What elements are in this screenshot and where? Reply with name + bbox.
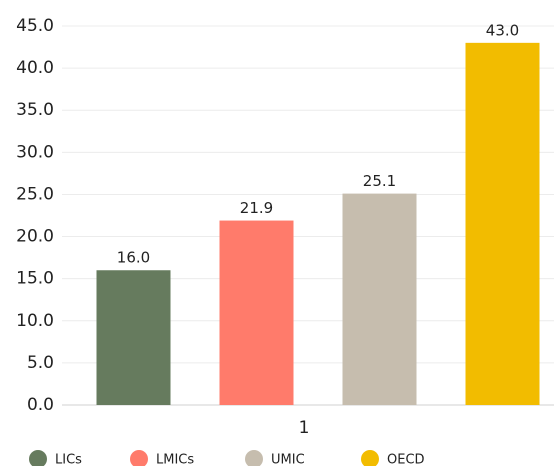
- y-tick-label: 20.0: [16, 227, 54, 247]
- legend-marker: [130, 450, 148, 466]
- y-tick-label: 40.0: [16, 58, 54, 78]
- bar: [219, 220, 294, 405]
- bar: [342, 193, 417, 405]
- y-tick-label: 5.0: [27, 353, 54, 373]
- value-label: 25.1: [363, 172, 396, 190]
- y-tick-label: 45.0: [16, 16, 54, 36]
- y-tick-label: 0.0: [27, 395, 54, 415]
- legend-marker: [245, 450, 263, 466]
- y-tick-label: 10.0: [16, 311, 54, 331]
- bar: [96, 270, 171, 405]
- y-tick-label: 35.0: [16, 100, 54, 120]
- legend-label: LMICs: [156, 453, 194, 466]
- value-label: 43.0: [486, 21, 519, 39]
- x-tick-label: 1: [299, 418, 310, 438]
- y-tick-label: 25.0: [16, 184, 54, 204]
- legend-marker: [361, 450, 379, 466]
- value-label: 21.9: [240, 199, 273, 217]
- y-tick-label: 15.0: [16, 269, 54, 289]
- value-label: 16.0: [117, 249, 150, 267]
- legend-label: LICs: [55, 453, 82, 466]
- y-tick-label: 30.0: [16, 142, 54, 162]
- legend-marker: [29, 450, 47, 466]
- bar: [465, 42, 540, 405]
- legend-label: OECD: [387, 453, 425, 466]
- legend-label: UMIC: [271, 453, 305, 466]
